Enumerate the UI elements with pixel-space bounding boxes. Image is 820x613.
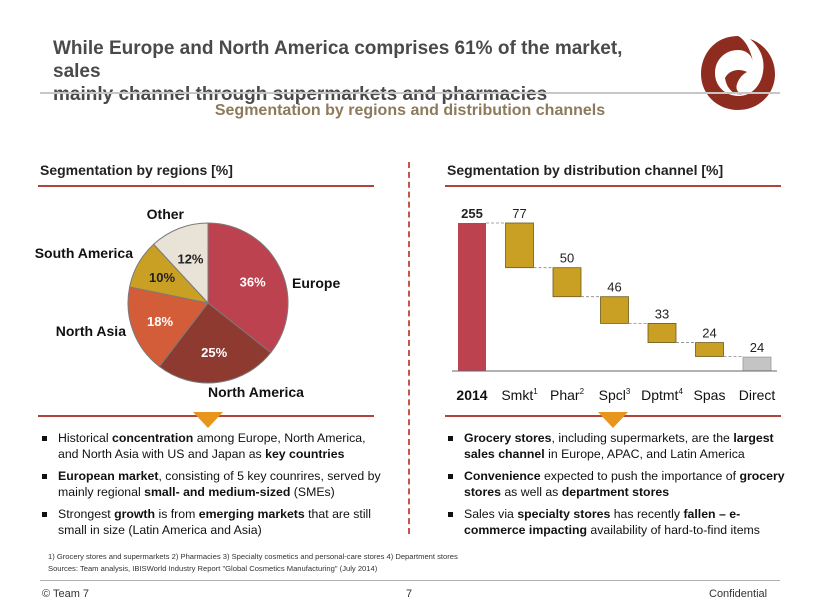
regions-pie-chart: 36% Europe 25% North America 18% North Asia 10… xyxy=(35,206,341,400)
waterfall-bar-spas xyxy=(695,342,724,357)
footer-confidential: Confidential xyxy=(709,588,768,600)
footer-copyright: © Team 7 xyxy=(42,588,90,600)
pie-value-label-north-asia: 18% xyxy=(147,314,173,329)
slide-title: While Europe and North America comprises… xyxy=(53,37,653,106)
regions-bullet-list: Historical concentration among Europe, N… xyxy=(40,430,385,544)
slide-title-line-2: mainly channel through supermarkets and … xyxy=(53,84,548,105)
footer-page-number: 7 xyxy=(406,588,413,600)
channel-bullet-2: Convenience expected to push the importa… xyxy=(446,468,786,500)
channel-arrow-icon xyxy=(598,412,628,428)
waterfall-value-label-smkt: 77 xyxy=(512,206,526,221)
waterfall-value-label-spcl: 46 xyxy=(607,280,621,295)
waterfall-category-label-dptmt: Dptmt4 xyxy=(641,387,683,403)
footnote-definitions: 1) Grocery stores and supermarkets 2) Ph… xyxy=(48,552,458,561)
regions-bullet-1: Historical concentration among Europe, N… xyxy=(40,430,385,462)
waterfall-category-label-phar: Phar2 xyxy=(550,387,585,403)
waterfall-bar-phar xyxy=(552,267,582,298)
waterfall-bar-smkt xyxy=(505,222,534,269)
pie-slice-north-asia xyxy=(127,286,209,368)
channel-bullet-3: Sales via specialty stores has recently … xyxy=(446,506,786,538)
waterfall-category-label-spcl: Spcl3 xyxy=(599,387,631,403)
channel-section-title: Segmentation by distribution channel [%] xyxy=(447,162,724,178)
waterfall-category-label-spas: Spas xyxy=(694,387,726,403)
regions-arrow-icon xyxy=(193,412,223,428)
waterfall-value-label-phar: 50 xyxy=(560,251,574,266)
regions-section-title: Segmentation by regions [%] xyxy=(40,162,233,178)
waterfall-value-label-spas: 24 xyxy=(702,326,716,341)
channel-waterfall-chart: 255 2014 77 Smkt1 50 Phar2 46 Spcl3 33 Dptmt4 24 Sp… xyxy=(452,206,777,403)
pie-value-label-south-america: 10% xyxy=(149,270,175,285)
regions-title-rule xyxy=(38,185,374,187)
slide-subtitle: Segmentation by regions and distribution… xyxy=(214,102,606,119)
pie-category-label-europe: Europe xyxy=(292,275,340,291)
pie-value-label-other: 12% xyxy=(177,251,203,266)
pie-slice-europe xyxy=(207,222,289,354)
swirl-logo-icon xyxy=(701,36,775,110)
regions-bullet-2: European market, consisting of 5 key cou… xyxy=(40,468,385,500)
regions-bullet-3: Strongest growth is from emerging market… xyxy=(40,506,385,538)
pie-category-label-north-america: North America xyxy=(208,384,304,400)
waterfall-bar-2014 xyxy=(458,223,486,371)
pie-value-label-north-america: 25% xyxy=(201,345,227,360)
waterfall-category-label-smkt: Smkt1 xyxy=(501,387,538,403)
pie-category-label-other: Other xyxy=(147,206,185,222)
pie-slice-north-america xyxy=(158,302,272,384)
footer-rule xyxy=(40,580,780,581)
waterfall-category-label-2014: 2014 xyxy=(456,387,487,403)
waterfall-value-label-dptmt: 33 xyxy=(655,306,669,321)
waterfall-bar-spcl xyxy=(600,296,629,324)
pie-category-label-north-asia: North Asia xyxy=(56,323,126,339)
title-rule xyxy=(40,92,780,94)
pie-value-label-europe: 36% xyxy=(240,274,266,289)
waterfall-category-label-direct: Direct xyxy=(739,387,776,403)
section-divider xyxy=(408,162,410,534)
pie-slice-other xyxy=(152,222,209,305)
waterfall-bar-dptmt xyxy=(647,323,677,343)
waterfall-value-label-2014: 255 xyxy=(461,206,483,221)
waterfall-value-label-direct: 24 xyxy=(750,340,764,355)
slide-title-line-1: While Europe and North America comprises… xyxy=(53,38,623,82)
channel-bullet-1: Grocery stores, including supermarkets, … xyxy=(446,430,786,462)
footnote-sources: Sources: Team analysis, IBISWorld Indust… xyxy=(48,564,378,573)
channel-title-rule xyxy=(445,185,781,187)
waterfall-bar-direct xyxy=(742,356,772,372)
pie-category-label-south-america: South America xyxy=(35,245,133,261)
channel-bullet-list: Grocery stores, including supermarkets, … xyxy=(446,430,786,544)
